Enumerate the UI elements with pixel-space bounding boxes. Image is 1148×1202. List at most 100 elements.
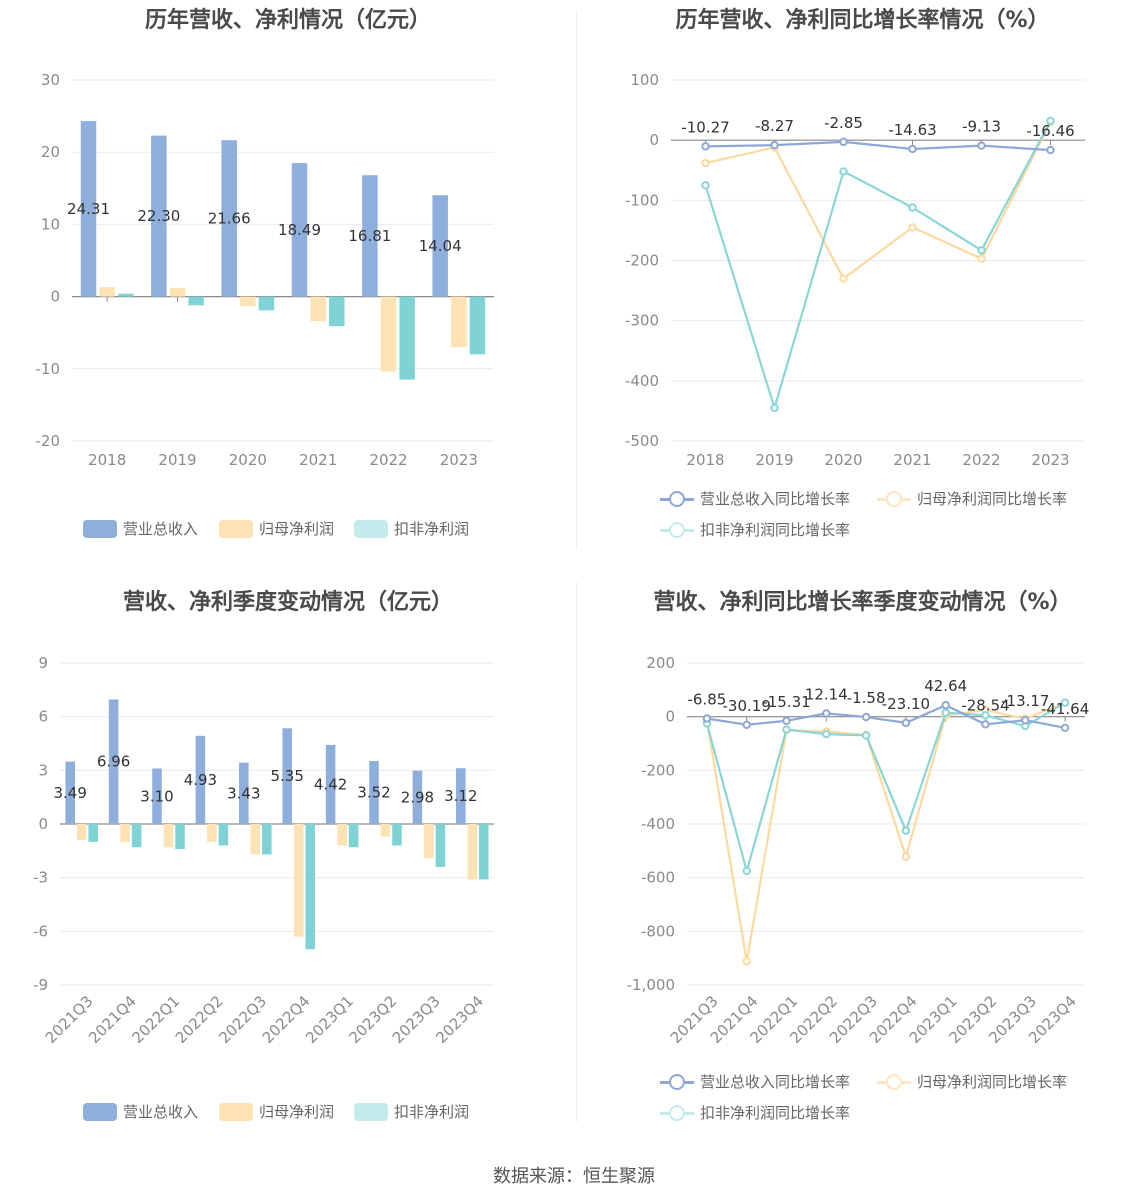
data-point [742, 720, 751, 729]
data-label: 24.31 [67, 200, 110, 218]
y-tick-label: 3 [38, 761, 48, 779]
legend-item-deducted-profit[interactable]: 扣非净利润 [354, 1101, 469, 1122]
data-label: 3.49 [53, 784, 86, 802]
legend-item-net-profit-growth[interactable]: 归母净利润同比增长率 [877, 1071, 1067, 1092]
data-label: 12.14 [805, 685, 848, 703]
data-label: -8.27 [755, 117, 794, 135]
bar-deducted-profit [218, 824, 229, 846]
data-label: -23.10 [882, 695, 930, 713]
y-tick-label: 20 [41, 143, 60, 161]
data-point [941, 701, 950, 710]
legend-item-revenue-growth[interactable]: 营业总收入同比增长率 [660, 488, 850, 509]
legend-label: 扣非净利润 [394, 1103, 470, 1121]
data-point [742, 957, 751, 966]
legend-item-deducted-growth[interactable]: 扣非净利润同比增长率 [660, 1102, 850, 1123]
legend-label: 营业总收入 [123, 520, 199, 538]
legend-item-revenue[interactable]: 营业总收入 [83, 1101, 198, 1122]
y-tick-label: -800 [641, 922, 675, 940]
data-label: 6.96 [97, 753, 130, 771]
data-point [822, 709, 831, 718]
data-point [701, 181, 710, 190]
bar-revenue [432, 195, 448, 297]
column-divider [576, 582, 577, 1122]
legend-label: 营业总收入 [123, 1103, 199, 1121]
legend-label: 营业总收入同比增长率 [700, 1073, 851, 1091]
legend-item-deducted-profit[interactable]: 扣非净利润 [354, 518, 469, 539]
legend: 营业总收入同比增长率 归母净利润同比增长率 扣非净利润同比增长率 [577, 0, 1148, 560]
data-label: 3.10 [140, 787, 173, 805]
quarterly-amount-chart: 9630-3-6-92021Q32021Q42022Q12022Q22022Q3… [33, 654, 494, 1047]
data-label: 3.12 [444, 787, 477, 805]
annual-growth-chart: 100 0 -100 -200 -300 -400 -500 2018 2019 2020 2021… [625, 71, 1085, 469]
series-line-revenue-growth [706, 704, 1066, 729]
x-tick-label: 2019 [755, 451, 793, 469]
legend-label: 扣非净利润 [394, 520, 470, 538]
bar-revenue [456, 768, 466, 824]
data-point [901, 718, 911, 728]
bar-revenue [369, 761, 379, 824]
data-source: 数据来源：恒生聚源 [493, 1166, 655, 1187]
data-point [981, 711, 990, 720]
legend-item-net-profit-growth[interactable]: 归母净利润同比增长率 [877, 488, 1067, 509]
y-tick-label: 10 [41, 215, 60, 233]
y-tick-label: -1,000 [627, 976, 675, 994]
bar-net-profit [337, 824, 347, 846]
legend-item-deducted-growth[interactable]: 扣非净利润同比增长率 [660, 519, 850, 540]
data-label: 42.64 [924, 677, 967, 695]
bar-revenue [195, 735, 206, 824]
x-tick-label: 2018 [88, 451, 126, 469]
y-tick-label: 6 [38, 708, 48, 726]
legend-swatch [660, 521, 694, 539]
data-label: -15.31 [762, 693, 810, 711]
data-point [908, 144, 917, 154]
x-tick-label: 2018 [686, 451, 724, 469]
chart-title: 历年营收、净利情况（亿元） [144, 8, 431, 33]
data-label: -14.63 [888, 121, 936, 139]
x-tick-label: 2023 [1031, 451, 1069, 469]
data-point [977, 246, 986, 255]
data-point [901, 852, 911, 861]
bar-net-profit [380, 824, 391, 837]
y-tick-label: 0 [38, 815, 48, 833]
quarterly-growth-panel: 营收、净利同比增长率季度变动情况（%） 200 0 -200 -400 -600 -800… [577, 582, 1148, 1142]
data-label: 16.81 [348, 227, 391, 245]
x-tick-label: 2021 [299, 451, 337, 469]
data-point [1060, 723, 1070, 733]
bar-net-profit [163, 824, 174, 848]
data-point [901, 826, 911, 835]
y-tick-label: -400 [641, 815, 675, 833]
series-line-deducted-growth [705, 701, 1066, 876]
y-tick-label: 0 [665, 708, 675, 726]
legend-item-revenue[interactable]: 营业总收入 [83, 518, 198, 539]
series-line-deducted-growth [704, 120, 1052, 412]
legend-item-net-profit[interactable]: 归母净利润 [219, 518, 334, 539]
data-point [1060, 698, 1070, 707]
bar-revenue [108, 699, 119, 824]
bar-deducted-profit [348, 824, 359, 848]
data-point [1046, 116, 1055, 126]
legend: 营业总收入 归母净利润 扣非净利润 [0, 0, 576, 560]
y-tick-label: 9 [38, 654, 48, 672]
data-label: -10.27 [681, 118, 729, 136]
y-tick-label: 0 [50, 288, 60, 306]
chart-title: 历年营收、净利同比增长率情况（%） [675, 8, 1050, 33]
data-point [908, 203, 917, 212]
bar-revenue [80, 121, 97, 297]
bar-net-profit [99, 287, 115, 297]
data-label: 18.49 [278, 221, 321, 239]
chart-title: 营收、净利同比增长率季度变动情况（%） [653, 590, 1072, 615]
data-label: -16.46 [1026, 122, 1074, 140]
bar-deducted-profit [131, 824, 142, 848]
legend-swatch [660, 1104, 694, 1122]
data-label: 3.43 [227, 784, 260, 802]
data-label: 4.93 [184, 771, 217, 789]
legend-item-net-profit[interactable]: 归母净利润 [219, 1101, 334, 1122]
data-point [977, 141, 986, 150]
bar-revenue [239, 762, 249, 824]
bar-net-profit [207, 824, 217, 842]
legend-item-revenue-growth[interactable]: 营业总收入同比增长率 [660, 1071, 850, 1092]
y-tick-label: 100 [630, 71, 659, 89]
data-point [839, 167, 848, 176]
quarterly-amount-panel: 营收、净利季度变动情况（亿元） 9 6 3 0 -3 -6 -9 2021Q3 2021Q4 20… [0, 582, 576, 1142]
data-label: 2.98 [401, 788, 434, 806]
